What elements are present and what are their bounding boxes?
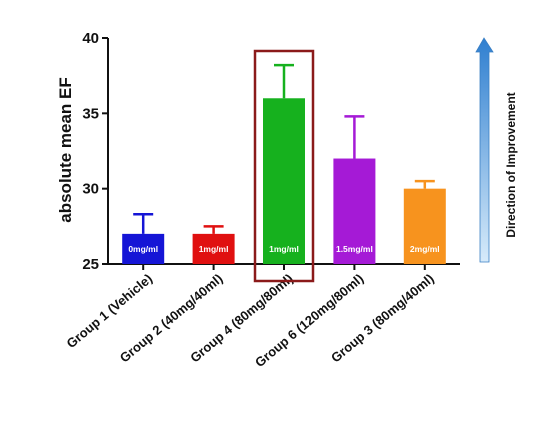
bar-data-label: 2mg/ml <box>410 244 440 254</box>
bars <box>122 98 446 265</box>
bar <box>333 158 376 264</box>
bar <box>192 233 235 264</box>
bar <box>263 98 305 265</box>
y-axis-label: absolute mean EF <box>56 77 75 222</box>
bar-data-label: 1mg/ml <box>199 244 229 254</box>
bar-data-label: 1.5mg/ml <box>336 244 373 254</box>
error-bars <box>133 63 435 234</box>
y-tick-label: 25 <box>82 256 99 273</box>
y-tick-label: 40 <box>82 30 99 47</box>
bar-data-label: 1mg/ml <box>269 244 299 254</box>
direction-label: Direction of Improvement <box>504 92 518 237</box>
category-labels: Group 1 (Vehicle)Group 2 (40mg/40ml)Grou… <box>64 271 437 370</box>
direction-arrow-icon <box>475 37 494 263</box>
y-axis: 25 30 35 40 <box>82 30 109 273</box>
bar-data-label: 0mg/ml <box>128 244 158 254</box>
y-tick-label: 35 <box>82 105 99 122</box>
direction-indicator: Direction of Improvement <box>475 37 518 263</box>
x-axis <box>108 263 460 270</box>
bar <box>403 188 446 264</box>
bar-labels: 0mg/ml 1mg/ml 1mg/ml 1.5mg/ml 2mg/ml <box>128 244 439 254</box>
y-tick-label: 30 <box>82 181 99 198</box>
highlight-box <box>253 49 315 283</box>
bar <box>122 233 165 264</box>
